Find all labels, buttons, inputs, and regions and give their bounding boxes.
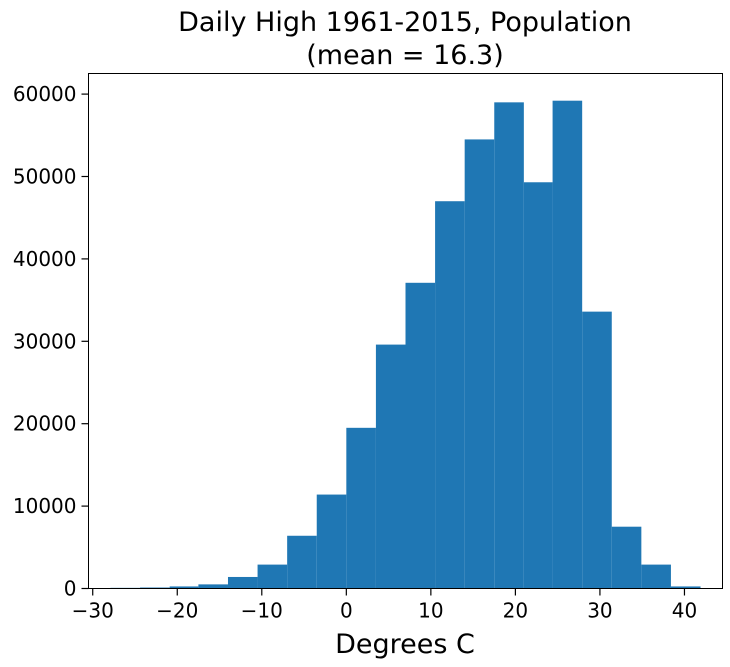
x-tick-label: 30 <box>587 599 612 623</box>
histogram-bar <box>641 564 671 589</box>
y-tick-label: 10000 <box>13 494 77 518</box>
histogram-bar <box>227 576 258 589</box>
x-tick-label: −30 <box>72 599 114 623</box>
y-tick-label: 30000 <box>13 329 77 353</box>
x-tick-label: 20 <box>503 599 528 623</box>
histogram-bar <box>523 182 553 589</box>
histogram-bar <box>169 586 199 589</box>
histogram-bar <box>375 344 406 589</box>
y-tick-label: 40000 <box>13 247 77 271</box>
histogram-bar <box>611 526 642 589</box>
bars <box>110 100 701 589</box>
y-tick-label: 50000 <box>13 165 77 189</box>
histogram-bar <box>435 201 465 589</box>
histogram-bar <box>346 427 376 589</box>
x-axis-label: Degrees C <box>335 629 475 660</box>
chart-title-line-1: Daily High 1961-2015, Population <box>178 7 632 38</box>
histogram-bar <box>494 102 524 589</box>
y-axis: 0 10000 20000 30000 40000 50000 60000 <box>13 82 89 601</box>
x-tick-label: −20 <box>156 599 198 623</box>
histogram-bar <box>670 586 701 589</box>
y-tick-label: 60000 <box>13 82 77 106</box>
x-axis: −30 −20 −10 0 10 20 30 40 <box>72 588 697 623</box>
x-tick-label: 0 <box>340 599 353 623</box>
plot-frame <box>88 73 723 589</box>
histogram-bar <box>316 494 347 589</box>
histogram-bar <box>464 139 495 589</box>
x-tick-label: 10 <box>418 599 443 623</box>
x-tick-label: −10 <box>241 599 283 623</box>
histogram-bar <box>287 535 317 589</box>
x-tick-label: 40 <box>672 599 697 623</box>
histogram-bar <box>198 584 228 589</box>
chart-title-line-2: (mean = 16.3) <box>306 40 504 71</box>
y-tick-label: 20000 <box>13 412 77 436</box>
histogram-bar <box>405 282 436 589</box>
y-tick-label: 0 <box>64 577 77 601</box>
histogram-bar <box>257 564 288 589</box>
histogram-bar <box>582 311 612 589</box>
histogram-bar <box>552 100 583 589</box>
